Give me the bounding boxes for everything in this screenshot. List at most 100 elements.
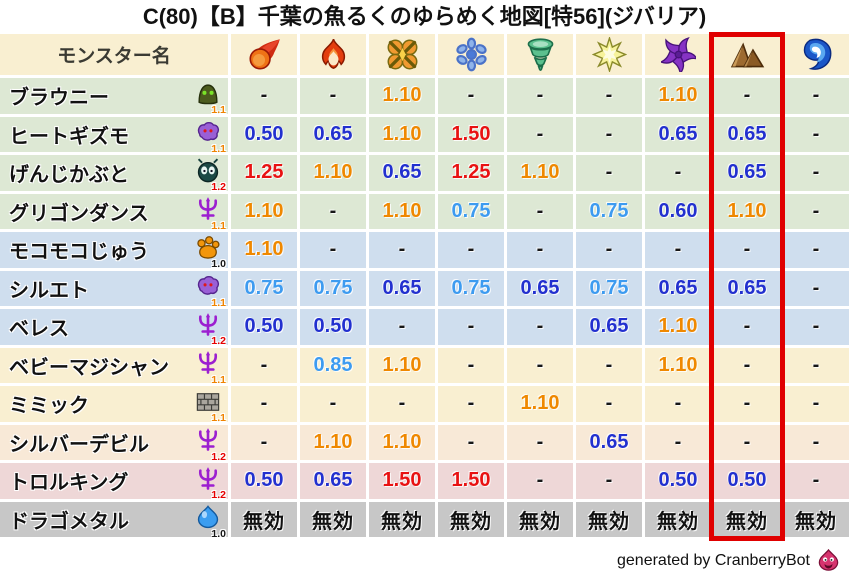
- version-badge: 1.2: [211, 450, 226, 460]
- resistance-value-cell: -: [576, 463, 642, 499]
- spark-icon: [591, 37, 627, 72]
- resistance-value-cell: 0.50: [714, 463, 780, 499]
- resistance-value-cell: -: [369, 232, 435, 268]
- resistance-value-cell: -: [507, 347, 573, 383]
- resistance-value-cell: 1.10: [507, 386, 573, 422]
- resistance-value-cell: 0.75: [300, 270, 366, 306]
- version-badge: 1.1: [211, 373, 226, 383]
- resistance-value-cell: -: [783, 347, 849, 383]
- resistance-value-cell: 無効: [369, 501, 435, 537]
- resistance-value-cell: -: [714, 309, 780, 345]
- resistance-value-cell: 0.50: [231, 309, 297, 345]
- snowflake-icon: [454, 37, 489, 72]
- resistance-value-cell: 0.65: [300, 116, 366, 152]
- element-header-bagi-wind: [507, 34, 573, 75]
- trident-family-icon: 1.1: [192, 196, 226, 229]
- pinwheel-icon: [660, 37, 696, 72]
- resistance-value-cell: 無効: [438, 501, 504, 537]
- resistance-value-cell: -: [507, 116, 573, 152]
- resistance-value-cell: -: [783, 424, 849, 460]
- version-badge: 1.2: [211, 335, 226, 345]
- resistance-value-cell: -: [783, 116, 849, 152]
- resistance-value-cell: -: [783, 309, 849, 345]
- footer-credit: generated by CranberryBot: [0, 537, 849, 573]
- resistance-value-cell: 0.75: [231, 270, 297, 306]
- resistance-value-cell: 無効: [645, 501, 711, 537]
- resistance-value-cell: 1.50: [438, 463, 504, 499]
- brick-family-icon: 1.1: [192, 389, 226, 422]
- resistance-value-cell: -: [300, 78, 366, 114]
- resistance-value-cell: 0.60: [645, 193, 711, 229]
- beetle-family-icon: 1.2: [192, 158, 226, 191]
- resistance-value-cell: 無効: [576, 501, 642, 537]
- trident-family-icon: 1.2: [192, 466, 226, 499]
- resistance-value-cell: -: [714, 78, 780, 114]
- monster-name: グリゴンダンス: [9, 202, 149, 225]
- resistance-value-cell: -: [231, 78, 297, 114]
- element-header-gira-blaze: [300, 34, 366, 75]
- page-title: C(80)【B】千葉の魚るくのゆらめく地図[特56](ジバリア): [142, 4, 707, 29]
- resistance-value-cell: 1.50: [369, 463, 435, 499]
- resistance-value-cell: 1.50: [438, 116, 504, 152]
- resistance-value-cell: -: [576, 386, 642, 422]
- resistance-value-cell: -: [507, 424, 573, 460]
- resistance-value-cell: -: [300, 193, 366, 229]
- resistance-value-cell: -: [645, 424, 711, 460]
- mountain-icon: [730, 37, 765, 72]
- version-badge: 1.1: [211, 104, 226, 114]
- resistance-value-cell: 1.10: [369, 424, 435, 460]
- resistance-value-cell: 無効: [714, 501, 780, 537]
- resistance-value-cell: 1.10: [714, 193, 780, 229]
- monster-row-name: ベビーマジシャン 1.1: [0, 347, 228, 383]
- resistance-value-cell: -: [231, 347, 297, 383]
- resistance-value-cell: -: [645, 155, 711, 191]
- monster-row-name: ヒートギズモ 1.1: [0, 116, 228, 152]
- version-badge: 1.0: [211, 527, 226, 537]
- version-badge: 1.2: [211, 181, 226, 191]
- version-badge: 1.0: [211, 258, 226, 268]
- pink-slime-face-icon: [816, 548, 841, 573]
- monster-name: ブラウニー: [9, 87, 109, 110]
- resistance-value-cell: 1.10: [231, 193, 297, 229]
- resistance-value-cell: -: [231, 424, 297, 460]
- resistance-value-cell: -: [438, 386, 504, 422]
- resistance-value-cell: -: [714, 386, 780, 422]
- resistance-value-cell: 1.10: [507, 155, 573, 191]
- ghost-family-icon: 1.1: [192, 273, 226, 306]
- ghost-family-icon: 1.1: [192, 119, 226, 152]
- hood-family-icon: 1.1: [192, 81, 226, 114]
- version-badge: 1.1: [211, 219, 226, 229]
- resistance-value-cell: 0.65: [507, 270, 573, 306]
- resistance-value-cell: 1.10: [300, 424, 366, 460]
- resistance-grid: モンスター名 ブラウニー 1.1- -1.10- - -1.10- - ヒートギズモ 1.1 0.…: [0, 34, 849, 537]
- monster-name: ベレス: [9, 318, 69, 341]
- monster-name: シルバーデビル: [9, 433, 149, 456]
- resistance-value-cell: 0.85: [300, 347, 366, 383]
- resistance-value-cell: -: [438, 424, 504, 460]
- element-header-mera-fire: [231, 34, 297, 75]
- resistance-value-cell: 0.65: [714, 270, 780, 306]
- element-header-io-bang: [369, 34, 435, 75]
- monster-name: モコモコじゅう: [9, 241, 149, 264]
- trident-family-icon: 1.2: [192, 312, 226, 345]
- resistance-value-cell: 0.65: [369, 270, 435, 306]
- resistance-value-cell: -: [576, 155, 642, 191]
- paw-family-icon: 1.0: [192, 235, 226, 268]
- resistance-value-cell: -: [507, 309, 573, 345]
- trident-family-icon: 1.2: [192, 427, 226, 460]
- version-badge: 1.1: [211, 296, 226, 306]
- resistance-value-cell: -: [714, 424, 780, 460]
- fireball-icon: [247, 37, 282, 72]
- version-badge: 1.2: [211, 489, 226, 499]
- resistance-value-cell: -: [300, 386, 366, 422]
- resistance-value-cell: 0.75: [576, 270, 642, 306]
- resistance-value-cell: 0.65: [369, 155, 435, 191]
- slime-family-icon: 1.0: [192, 504, 226, 537]
- resistance-value-cell: -: [576, 78, 642, 114]
- monster-name: ミミック: [9, 395, 89, 418]
- resistance-value-cell: 1.10: [369, 193, 435, 229]
- resistance-value-cell: 1.25: [231, 155, 297, 191]
- resistance-value-cell: 1.10: [369, 78, 435, 114]
- resistance-value-cell: 1.10: [369, 347, 435, 383]
- monster-row-name: モコモコじゅう 1.0: [0, 232, 228, 268]
